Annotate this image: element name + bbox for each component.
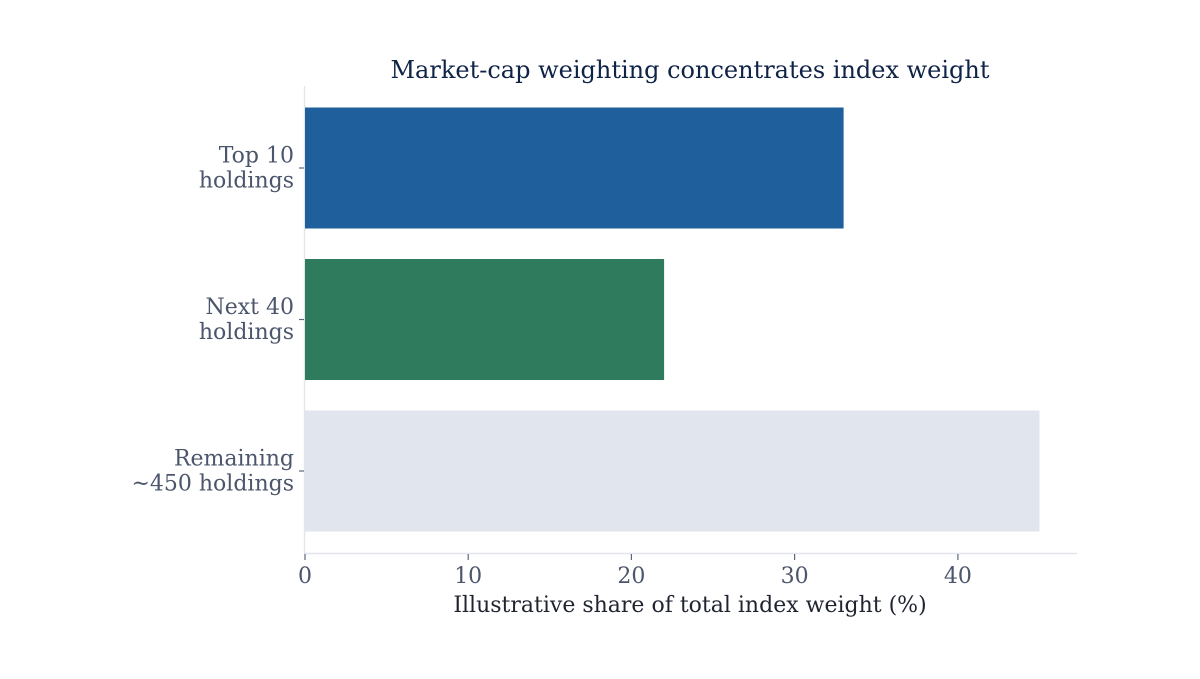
x-tick-label-4: 30 — [781, 564, 809, 589]
x-tick-label-2: 10 — [454, 564, 482, 589]
y-tick-label-line: Top 10 — [219, 144, 294, 169]
x-tick-label-1: 0 — [298, 564, 312, 589]
bars-group — [305, 107, 1040, 532]
y-tick-label-2: Next 40 holdings — [199, 295, 294, 345]
bar-1 — [305, 107, 844, 229]
x-ticks-group: 0 10 20 30 40 — [298, 554, 972, 589]
x-tick-label-3: 20 — [617, 564, 645, 589]
bar-2 — [305, 259, 665, 380]
y-tick-label-line: ~450 holdings — [131, 472, 294, 497]
y-tick-label-line: Next 40 — [205, 295, 294, 320]
y-tick-label-3: Remaining ~450 holdings — [131, 447, 294, 497]
chart-title: Market-cap weighting concentrates index … — [390, 56, 989, 84]
x-axis-label: Illustrative share of total index weight… — [453, 593, 926, 618]
y-tick-label-line: holdings — [199, 169, 294, 194]
y-tick-label-1: Top 10 holdings — [199, 144, 294, 194]
y-tick-label-line: Remaining — [174, 447, 294, 472]
bar-3 — [305, 410, 1040, 532]
y-tick-label-line: holdings — [199, 320, 294, 345]
x-tick-label-5: 40 — [944, 564, 972, 589]
